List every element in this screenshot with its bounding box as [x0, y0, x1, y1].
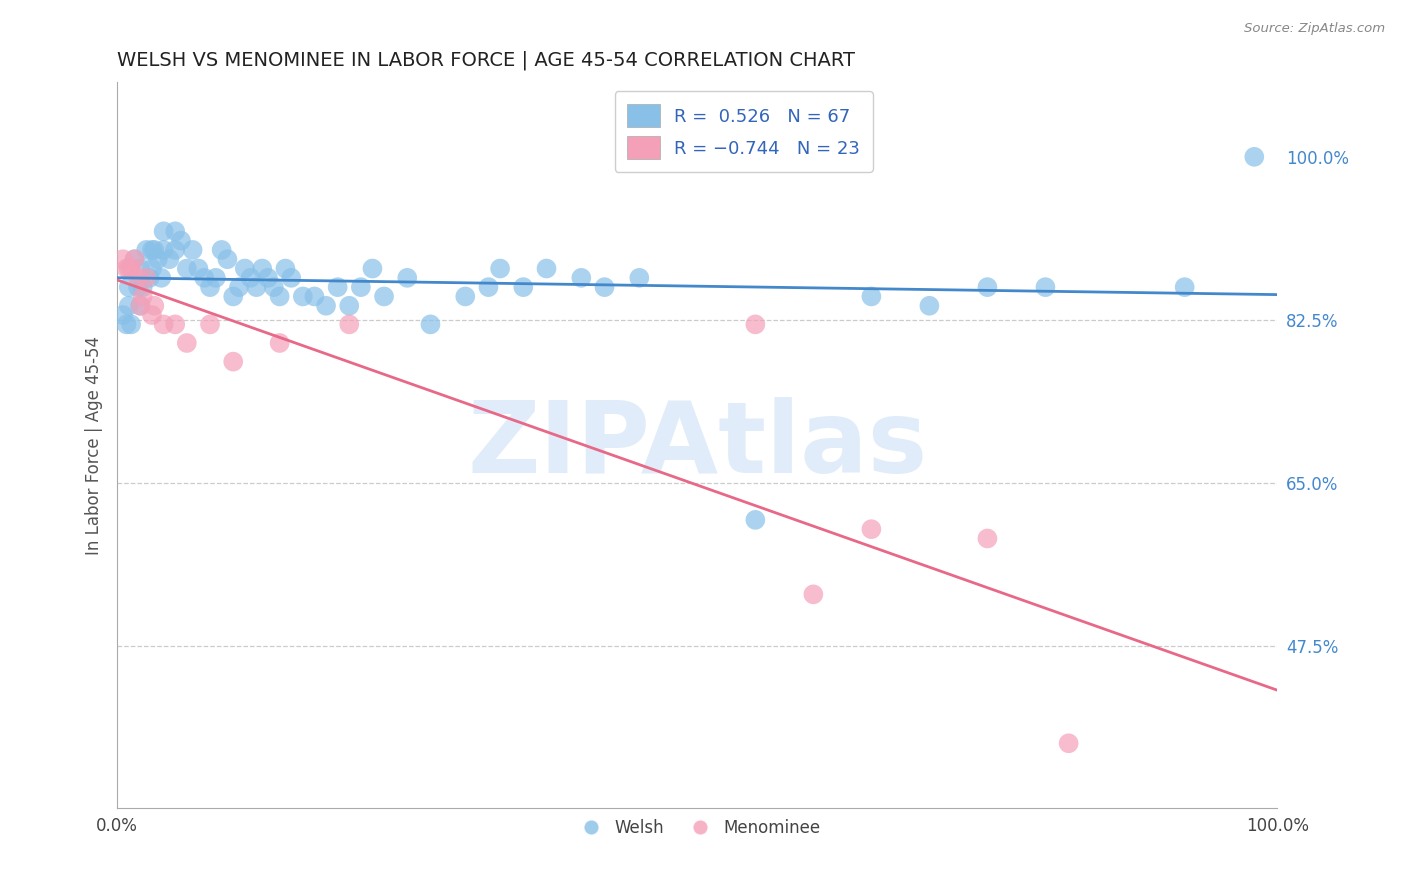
Point	[593, 280, 616, 294]
Point	[152, 224, 174, 238]
Point	[150, 270, 173, 285]
Point	[744, 318, 766, 332]
Point	[477, 280, 499, 294]
Point	[918, 299, 941, 313]
Text: ZIPAtlas: ZIPAtlas	[467, 397, 928, 494]
Point	[228, 280, 250, 294]
Point	[211, 243, 233, 257]
Point	[152, 243, 174, 257]
Text: Source: ZipAtlas.com: Source: ZipAtlas.com	[1244, 22, 1385, 36]
Point	[127, 270, 149, 285]
Text: WELSH VS MENOMINEE IN LABOR FORCE | AGE 45-54 CORRELATION CHART: WELSH VS MENOMINEE IN LABOR FORCE | AGE …	[117, 51, 855, 70]
Point	[274, 261, 297, 276]
Point	[280, 270, 302, 285]
Point	[252, 261, 274, 276]
Point	[396, 270, 419, 285]
Point	[269, 336, 291, 351]
Point	[204, 270, 226, 285]
Point	[536, 261, 558, 276]
Point	[115, 261, 138, 276]
Point	[860, 522, 883, 536]
Y-axis label: In Labor Force | Age 45-54: In Labor Force | Age 45-54	[86, 336, 103, 555]
Point	[176, 336, 198, 351]
Point	[129, 299, 152, 313]
Point	[129, 299, 152, 313]
Point	[193, 270, 215, 285]
Point	[118, 261, 141, 276]
Point	[419, 318, 441, 332]
Point	[120, 318, 142, 332]
Point	[187, 261, 209, 276]
Point	[129, 261, 152, 276]
Point	[176, 261, 198, 276]
Point	[118, 280, 141, 294]
Point	[628, 270, 651, 285]
Point	[111, 308, 134, 322]
Legend: Welsh, Menominee: Welsh, Menominee	[567, 813, 827, 844]
Point	[120, 261, 142, 276]
Point	[111, 252, 134, 267]
Point	[165, 224, 187, 238]
Point	[135, 243, 157, 257]
Point	[165, 318, 187, 332]
Point	[222, 289, 245, 303]
Point	[157, 252, 180, 267]
Point	[118, 299, 141, 313]
Point	[744, 513, 766, 527]
Point	[315, 299, 337, 313]
Point	[976, 280, 998, 294]
Point	[304, 289, 326, 303]
Point	[269, 289, 291, 303]
Point	[801, 587, 824, 601]
Point	[143, 299, 166, 313]
Point	[165, 243, 187, 257]
Point	[124, 252, 146, 267]
Point	[198, 280, 221, 294]
Point	[1243, 150, 1265, 164]
Point	[141, 308, 163, 322]
Point	[152, 318, 174, 332]
Point	[198, 318, 221, 332]
Point	[146, 252, 169, 267]
Point	[454, 289, 477, 303]
Point	[373, 289, 395, 303]
Point	[239, 270, 262, 285]
Point	[132, 289, 155, 303]
Point	[337, 318, 360, 332]
Point	[569, 270, 592, 285]
Point	[124, 252, 146, 267]
Point	[222, 354, 245, 368]
Point	[135, 270, 157, 285]
Point	[291, 289, 314, 303]
Point	[337, 299, 360, 313]
Point	[170, 234, 193, 248]
Point	[141, 261, 163, 276]
Point	[115, 318, 138, 332]
Point	[1035, 280, 1057, 294]
Point	[860, 289, 883, 303]
Point	[1174, 280, 1197, 294]
Point	[141, 243, 163, 257]
Point	[350, 280, 373, 294]
Point	[127, 280, 149, 294]
Point	[512, 280, 534, 294]
Point	[217, 252, 239, 267]
Point	[143, 243, 166, 257]
Point	[138, 270, 160, 285]
Point	[1057, 736, 1080, 750]
Point	[233, 261, 256, 276]
Point	[181, 243, 204, 257]
Point	[326, 280, 349, 294]
Point	[257, 270, 280, 285]
Point	[245, 280, 267, 294]
Point	[132, 280, 155, 294]
Point	[489, 261, 512, 276]
Point	[976, 532, 998, 546]
Point	[361, 261, 384, 276]
Point	[263, 280, 285, 294]
